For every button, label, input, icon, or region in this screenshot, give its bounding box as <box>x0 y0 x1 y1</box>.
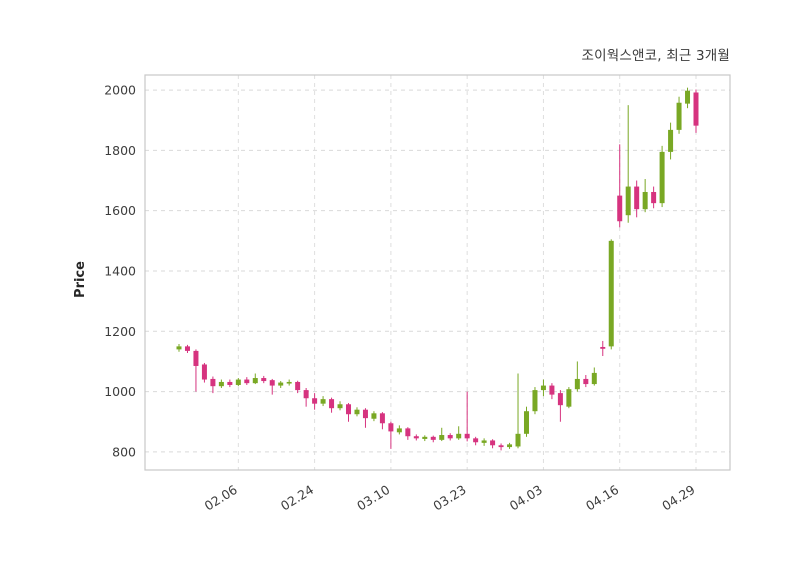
candlestick <box>396 428 402 433</box>
candlestick <box>278 382 284 386</box>
candlestick <box>566 389 572 407</box>
candlestick <box>447 435 453 439</box>
candlestick <box>184 346 190 351</box>
candlestick <box>456 433 462 439</box>
candlestick <box>235 379 241 385</box>
plot-border <box>144 74 731 471</box>
candlestick <box>464 433 470 439</box>
candlestick <box>346 404 352 415</box>
candlestick <box>218 381 224 387</box>
candlestick <box>176 346 182 350</box>
candlestick <box>210 378 216 387</box>
candlestick <box>320 399 326 404</box>
candlestick <box>337 404 343 409</box>
candlestick <box>608 240 614 347</box>
candlestick <box>481 440 487 443</box>
chart-title: 조이웍스앤코, 최근 3개월 <box>581 48 730 64</box>
candlestick <box>693 92 699 126</box>
candlestick <box>515 433 521 447</box>
candlestick <box>379 413 385 424</box>
candlestick <box>642 191 648 210</box>
candlestick <box>354 409 360 415</box>
candlestick <box>362 409 368 419</box>
candlestick <box>371 413 377 419</box>
y-tick-label: 800 <box>112 444 136 459</box>
y-tick-label: 1800 <box>104 143 136 158</box>
x-tick-label: 03.10 <box>354 482 392 514</box>
y-tick-label: 1600 <box>104 203 136 218</box>
candlestick <box>540 385 546 391</box>
candlestick <box>557 393 563 406</box>
candlestick <box>625 186 631 216</box>
candlestick <box>532 390 538 412</box>
y-tick-label: 1200 <box>104 324 136 339</box>
x-tick-label: 04.16 <box>583 482 621 514</box>
y-tick-label: 2000 <box>104 83 136 98</box>
candlestick <box>244 379 250 384</box>
candlestick <box>651 191 657 204</box>
x-tick-label: 04.03 <box>507 482 545 514</box>
candlestick <box>685 90 691 104</box>
candlestick <box>591 372 597 385</box>
candlestick <box>193 350 199 366</box>
candlestick <box>405 428 411 437</box>
candlestick <box>201 364 207 380</box>
candlestick <box>634 186 640 210</box>
candlestick <box>583 378 589 385</box>
candlestick <box>261 378 267 382</box>
candlestick <box>413 436 419 439</box>
candlestick <box>388 423 394 432</box>
candlestick <box>439 435 445 440</box>
candlestick <box>312 398 318 404</box>
x-tick-label: 03.23 <box>430 482 468 514</box>
candlestick <box>507 444 513 448</box>
candlestick <box>498 445 504 448</box>
candlestick <box>286 381 292 384</box>
x-tick-label: 02.06 <box>202 482 240 514</box>
candlestick <box>227 381 233 385</box>
candlestick <box>473 438 479 443</box>
candlestick <box>549 385 555 395</box>
candlestick <box>295 381 301 391</box>
candlestick <box>252 378 258 384</box>
x-tick-label: 02.24 <box>278 482 316 514</box>
candlestick <box>490 440 496 446</box>
y-tick-label: 1400 <box>104 263 136 278</box>
x-tick-label: 04.29 <box>659 482 697 514</box>
candlestick <box>668 129 674 152</box>
y-tick-label: 1000 <box>104 384 136 399</box>
y-axis-label: Price <box>72 261 88 298</box>
candlestick <box>659 151 665 204</box>
candlestick <box>430 436 436 440</box>
candlestick <box>329 399 335 409</box>
candlestick <box>523 411 529 434</box>
candlestick <box>676 102 682 130</box>
candlestick <box>269 380 275 386</box>
candlestick <box>617 195 623 222</box>
candlestick <box>574 378 580 390</box>
candlestick <box>600 346 606 349</box>
candlestick <box>422 436 428 439</box>
candlestick <box>303 390 309 399</box>
